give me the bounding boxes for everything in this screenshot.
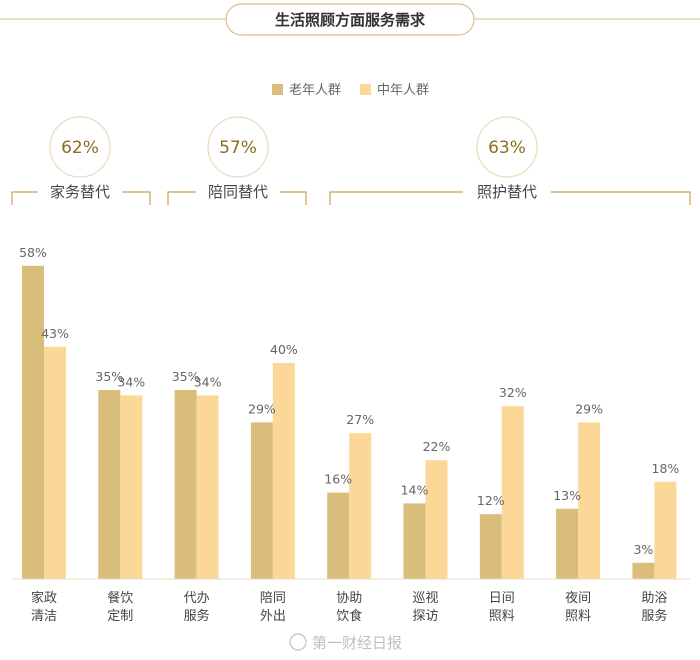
- bar-middle-7: [501, 406, 524, 579]
- bar-middle-9: [654, 481, 677, 579]
- category-label-3-line-2: 服务: [184, 608, 210, 624]
- data-label-middle-6: 22%: [423, 439, 451, 454]
- bar-elder-4: [250, 422, 273, 579]
- bar-elder-2: [98, 390, 121, 579]
- data-label-elder-8: 13%: [553, 488, 581, 503]
- data-label-middle-7: 32%: [499, 385, 527, 400]
- category-label-1-line-1: 家政: [31, 590, 57, 606]
- group-label-3: 照护替代: [477, 183, 537, 201]
- data-label-middle-3: 34%: [194, 374, 222, 389]
- group-bracket-3: [329, 191, 691, 205]
- group-circle-3: [476, 116, 538, 178]
- data-label-elder-9: 3%: [633, 542, 653, 557]
- category-label-6-line-2: 探访: [412, 609, 438, 624]
- category-label-4-line-2: 外出: [260, 609, 286, 624]
- group-label-2: 陪同替代: [208, 183, 268, 201]
- data-label-elder-7: 12%: [477, 493, 505, 508]
- legend: 老年人群 中年人群: [272, 83, 429, 98]
- bar-elder-1: [22, 265, 44, 579]
- category-label-6-line-1: 巡视: [412, 591, 438, 606]
- watermark-text: 第一财经日报: [312, 634, 402, 652]
- category-label-2-line-2: 定制: [107, 609, 133, 624]
- bar-middle-6: [425, 460, 448, 579]
- category-label-5-line-1: 协助: [336, 591, 362, 606]
- data-label-middle-8: 29%: [575, 401, 603, 416]
- bar-middle-4: [272, 363, 295, 579]
- group-percent-2: 57%: [219, 138, 257, 158]
- data-label-middle-5: 27%: [346, 412, 374, 427]
- group-label-1: 家务替代: [50, 183, 110, 201]
- watermark: 第一财经日报: [289, 633, 402, 652]
- category-label-8-line-2: 照料: [565, 609, 591, 624]
- category-label-2-line-1: 餐饮: [107, 590, 133, 606]
- bar-middle-1: [44, 346, 66, 579]
- category-label-9-line-1: 助浴: [641, 591, 667, 606]
- bar-elder-8: [556, 508, 579, 579]
- legend-swatch-elder: [272, 84, 283, 95]
- bar-elder-6: [403, 503, 426, 579]
- category-label-4-line-1: 陪同: [260, 591, 286, 606]
- group-headers: 62% 家务替代 57% 陪同替代 63% 照护替代: [11, 116, 691, 205]
- data-label-middle-4: 40%: [270, 342, 298, 357]
- value-label-group: 58%43%35%34% 35%34%29%40%16%27%14%22%12%3…: [19, 245, 679, 557]
- group-bracket-1: [11, 191, 151, 205]
- category-label-9-line-2: 服务: [641, 608, 667, 624]
- category-label-7-line-1: 日间: [489, 591, 515, 606]
- bar-elder-7: [479, 514, 502, 579]
- bar-middle-8: [578, 422, 601, 579]
- group-circle-2: [207, 116, 269, 178]
- data-label-middle-2: 34%: [117, 374, 145, 389]
- data-label-elder-6: 14%: [401, 482, 429, 497]
- group-bracket-2: [167, 191, 307, 205]
- data-label-elder-3: 35%: [172, 369, 200, 384]
- title-pill: [225, 3, 475, 36]
- category-label-8-line-1: 夜间: [565, 591, 591, 606]
- weibo-icon: [289, 633, 307, 651]
- bar-elder-9: [632, 562, 655, 579]
- data-label-elder-2: 35%: [95, 369, 123, 384]
- bar-group: [12, 265, 690, 580]
- legend-label-middle: 中年人群: [377, 83, 429, 98]
- category-label-1-line-2: 清洁: [31, 609, 57, 624]
- group-percent-3: 63%: [488, 138, 526, 158]
- bar-middle-5: [349, 433, 372, 579]
- data-label-elder-4: 29%: [248, 401, 276, 416]
- bar-elder-3: [174, 390, 197, 579]
- chart-title: 生活照顾方面服务需求: [275, 11, 426, 29]
- data-label-middle-9: 18%: [652, 461, 680, 476]
- bar-middle-2: [120, 395, 143, 579]
- legend-swatch-middle: [360, 84, 371, 95]
- title-banner: 生活照顾方面服务需求: [0, 3, 700, 36]
- category-label-5-line-2: 饮食: [336, 608, 362, 624]
- category-label-7-line-2: 照料: [489, 609, 515, 624]
- legend-label-elder: 老年人群: [289, 83, 341, 98]
- category-label-3-line-1: 代办: [184, 591, 210, 606]
- data-label-middle-1: 43%: [41, 326, 69, 341]
- data-label-elder-5: 16%: [324, 472, 352, 487]
- group-percent-1: 62%: [61, 138, 99, 158]
- bar-elder-5: [327, 492, 350, 579]
- data-label-elder-1: 58%: [19, 245, 47, 260]
- group-circle-1: [49, 116, 111, 178]
- bar-middle-3: [196, 395, 219, 579]
